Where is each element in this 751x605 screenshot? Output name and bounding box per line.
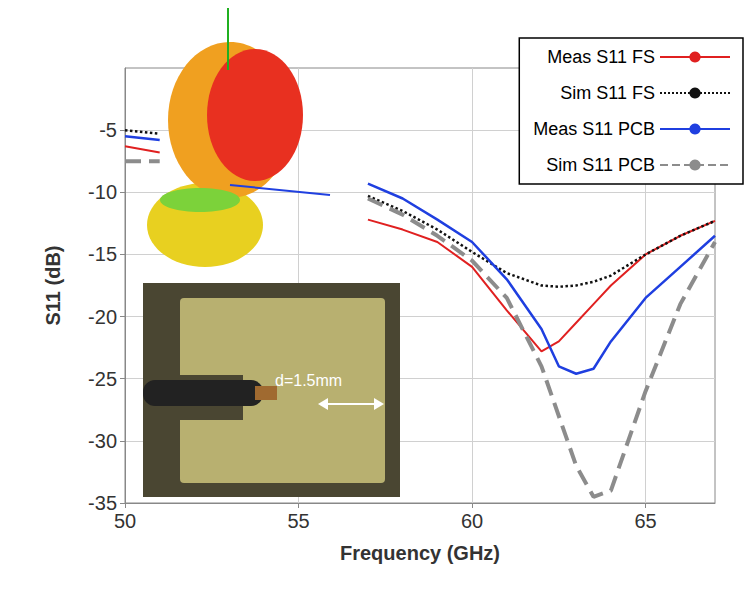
svg-text:Meas S11 PCB: Meas S11 PCB (533, 119, 655, 139)
svg-text:-25: -25 (88, 368, 117, 390)
svg-text:60: 60 (461, 510, 483, 532)
svg-text:d=1.5mm: d=1.5mm (275, 372, 342, 389)
svg-text:Sim S11 FS: Sim S11 FS (560, 83, 655, 103)
svg-text:Sim S11 PCB: Sim S11 PCB (546, 155, 655, 175)
svg-text:50: 50 (114, 510, 136, 532)
svg-text:-15: -15 (88, 243, 117, 265)
svg-text:-5: -5 (99, 119, 117, 141)
svg-text:65: 65 (634, 510, 656, 532)
svg-text:-20: -20 (88, 306, 117, 328)
svg-text:55: 55 (287, 510, 309, 532)
svg-text:-10: -10 (88, 181, 117, 203)
svg-text:Frequency (GHz): Frequency (GHz) (340, 542, 500, 564)
svg-text:-30: -30 (88, 430, 117, 452)
svg-text:-35: -35 (88, 492, 117, 514)
svg-text:S11 (dB): S11 (dB) (42, 245, 64, 325)
svg-text:Meas S11 FS: Meas S11 FS (547, 47, 655, 67)
